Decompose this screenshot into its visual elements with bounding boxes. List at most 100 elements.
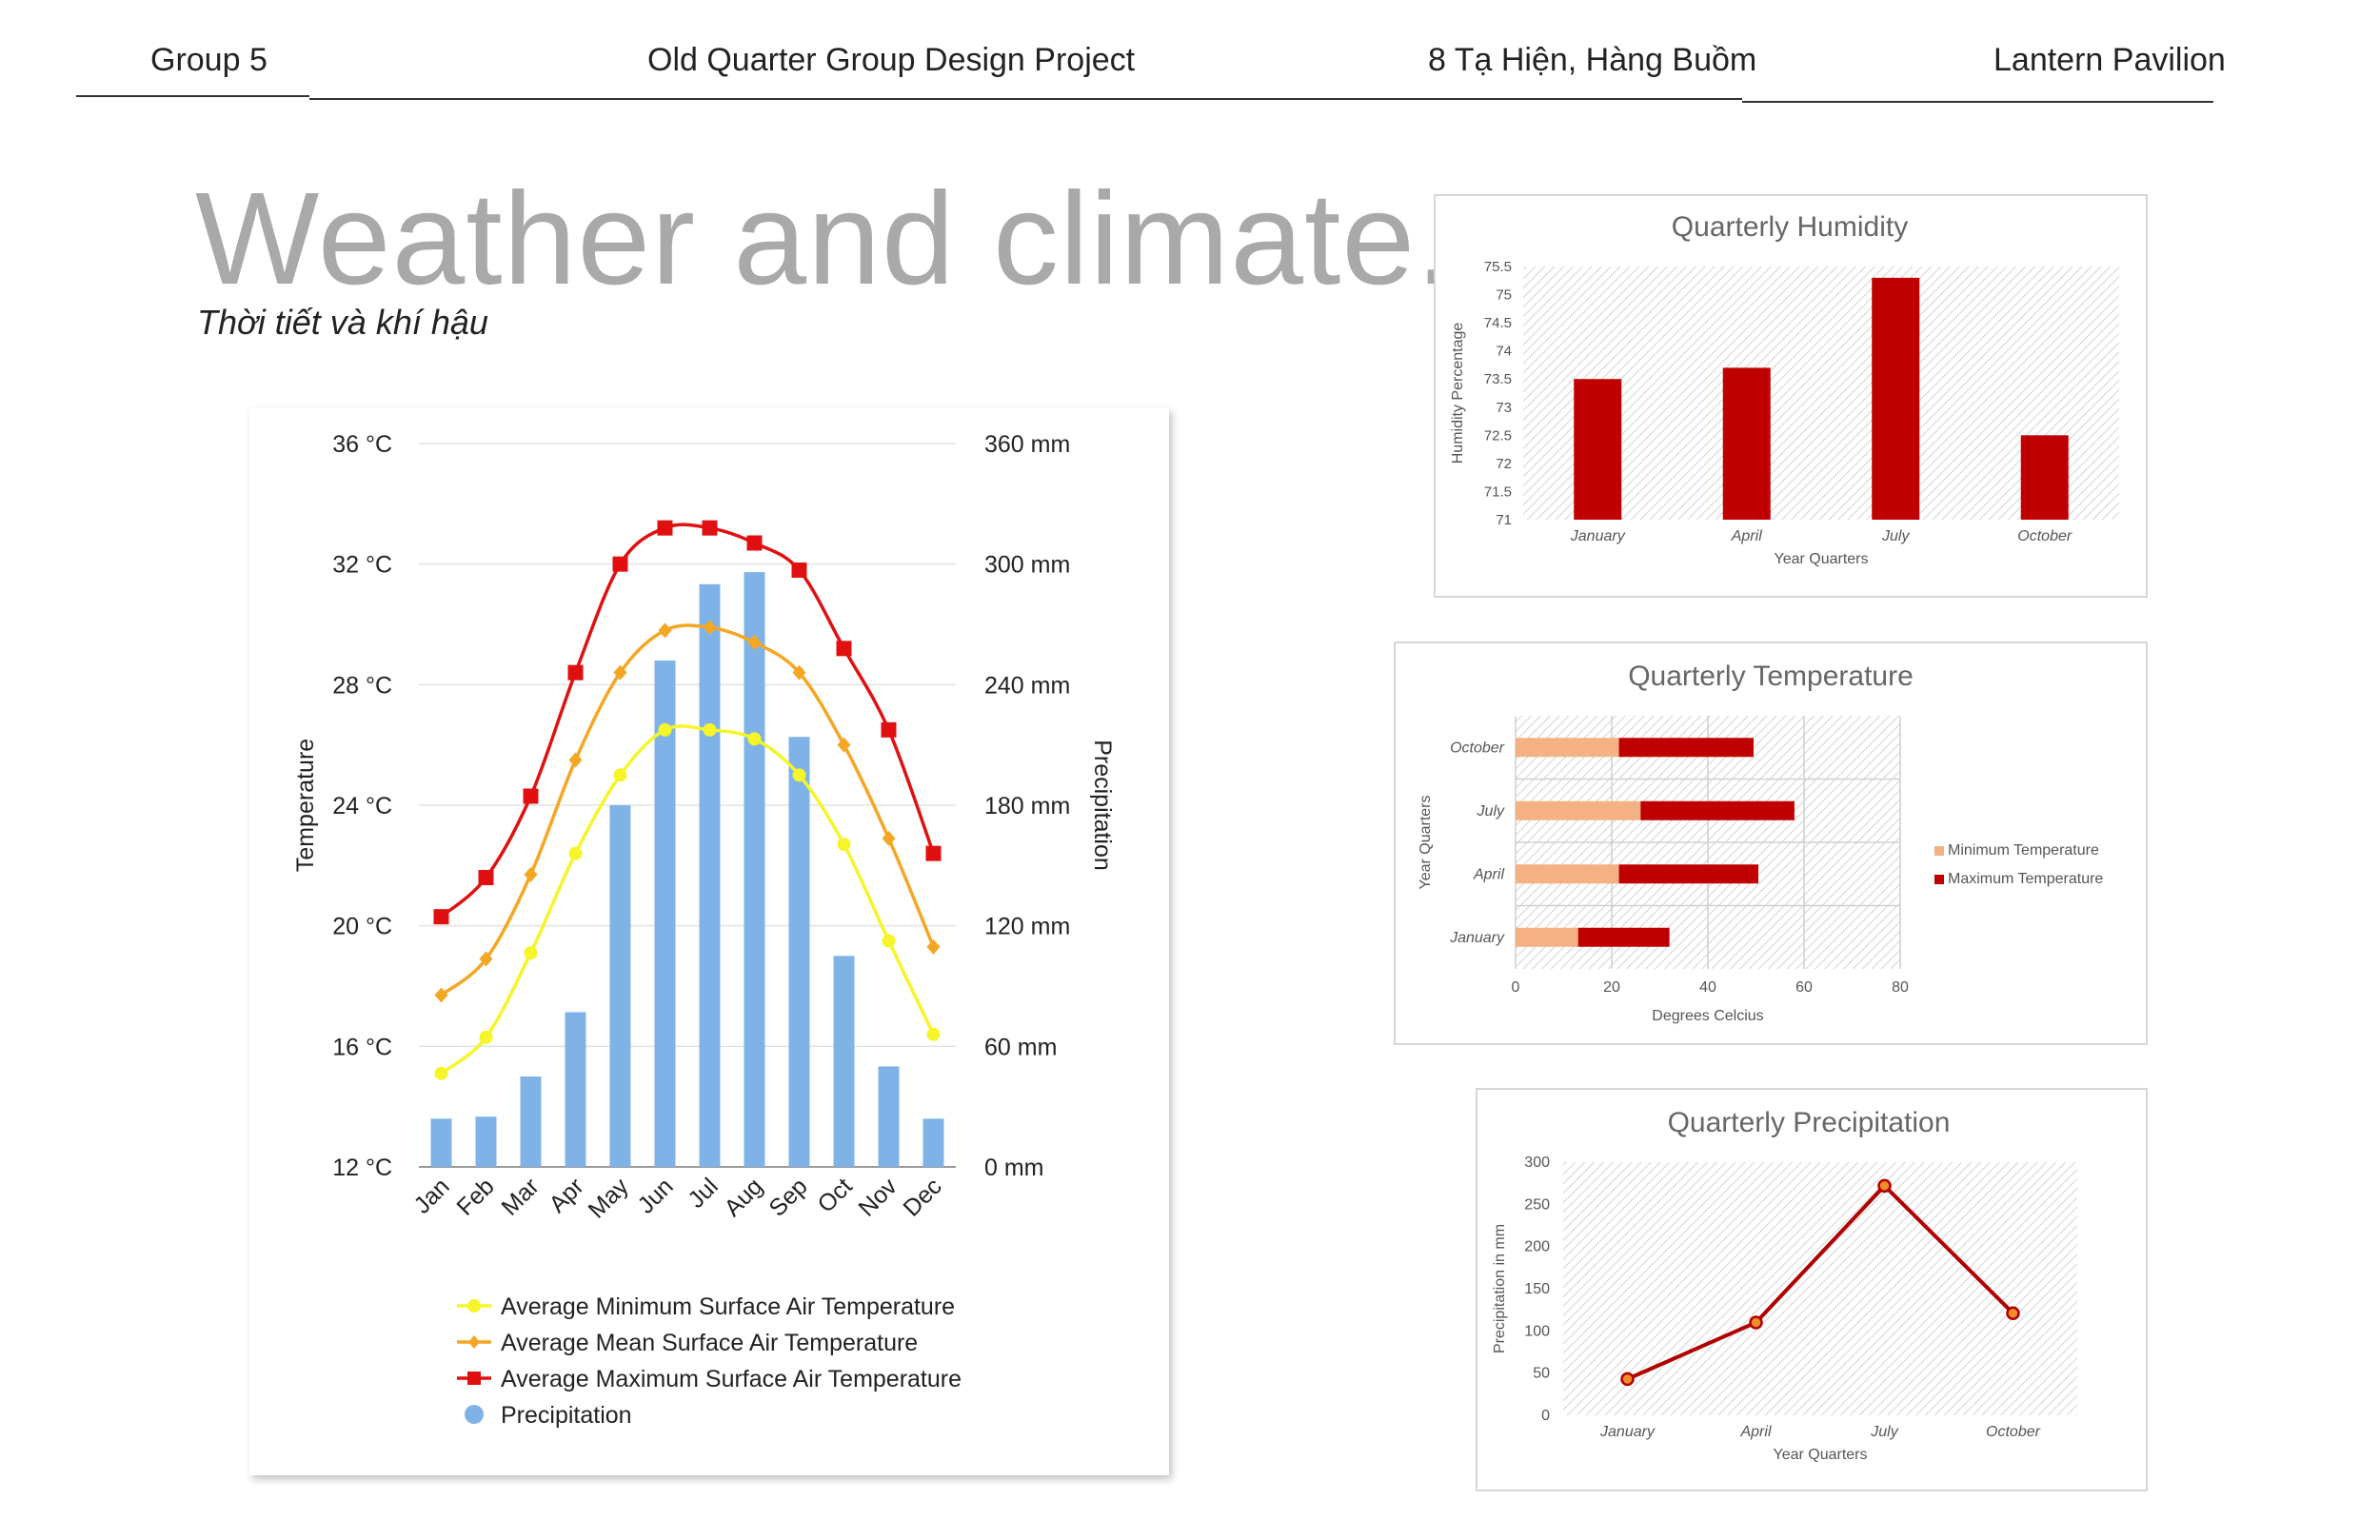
x-tick-label: 40	[1699, 979, 1716, 996]
y-tick-label: 71.5	[1484, 484, 1512, 500]
y-tick-label: 20 °C	[332, 914, 392, 940]
temperature-bar	[1516, 800, 1641, 820]
x-tick-label: January	[1570, 528, 1626, 544]
y-tick-label: 24 °C	[332, 793, 392, 819]
temperature-bar	[1516, 927, 1578, 947]
temp-marker	[837, 737, 851, 753]
x-tick-label: July	[1881, 528, 1910, 544]
temp-marker	[568, 752, 583, 768]
plot-area	[1523, 267, 2119, 520]
chart-title: Quarterly Humidity	[1672, 211, 1908, 243]
legend-marker	[467, 1372, 481, 1385]
temp-line	[440, 724, 936, 1076]
monthly-climate-chart: 12 °C 16 °C 20 °C 24 °C 28 °C 32 °C 36 °C 0 mm 6…	[292, 431, 1116, 1429]
header-rule	[76, 95, 309, 97]
temp-marker	[658, 622, 672, 639]
temp-marker	[746, 535, 763, 551]
temperature-bar	[1640, 800, 1795, 820]
y-tick-label: 72.5	[1484, 427, 1512, 444]
temp-marker	[703, 722, 717, 737]
page-subtitle: Thời tiết và khí hậu	[197, 303, 488, 342]
x-tick-label: Mar	[496, 1173, 544, 1220]
y-tick-label: 250	[1524, 1196, 1550, 1213]
temp-marker	[657, 520, 673, 536]
y-tick-label: April	[1473, 866, 1504, 882]
temp-marker	[792, 768, 806, 782]
y-tick-label: 74	[1496, 344, 1512, 360]
precip-point	[1749, 1315, 1763, 1330]
precip-bar	[475, 1116, 497, 1167]
precipitation-chart-card: Quarterly Precipitation 0 50 100 150 200 250 30…	[1476, 1088, 2148, 1491]
y-tick-label: 74.5	[1484, 315, 1512, 331]
humidity-chart-card: Quarterly Humidity 71 71.5 72 72.5 73 73.5 74 74…	[1434, 194, 2148, 598]
precip-bar	[654, 661, 676, 1167]
humidity-bar	[1872, 277, 1920, 520]
humidity-bar	[2020, 435, 2069, 520]
x-tick-label: October	[2017, 528, 2073, 544]
precip-bar	[788, 737, 810, 1167]
precip-bar	[833, 956, 855, 1167]
x-tick-label: January	[1599, 1424, 1656, 1440]
y-tick-label: 36 °C	[332, 431, 392, 458]
temperature-bar	[1618, 864, 1759, 884]
y-tick-label: 71	[1496, 512, 1512, 528]
legend-label: Average Mean Surface Air Temperature	[501, 1330, 918, 1356]
y-tick-label: 200	[1524, 1239, 1550, 1255]
temp-marker	[747, 635, 762, 650]
y-axis-label: Humidity Percentage	[1450, 323, 1466, 464]
legend-swatch	[1934, 846, 1944, 856]
temperature-bar	[1516, 738, 1619, 758]
y-tick-label: 50	[1533, 1366, 1550, 1382]
temp-marker	[658, 722, 672, 737]
x-axis-label: Year Quarters	[1774, 551, 1868, 567]
plot-area	[1563, 1162, 2077, 1415]
y2-tick-label: 360 mm	[984, 431, 1070, 458]
x-tick-label: 60	[1795, 979, 1813, 996]
temp-marker	[479, 951, 493, 967]
y-tick-label: 73	[1496, 400, 1512, 416]
precip-point	[1620, 1372, 1635, 1387]
y2-axis-label: Precipitation	[1089, 740, 1116, 871]
x-tick-label: May	[584, 1173, 635, 1224]
x-tick-label: Sep	[764, 1173, 812, 1221]
temp-marker	[567, 664, 584, 681]
y-axis-label: Year Quarters	[1418, 795, 1434, 889]
legend-swatch	[1934, 875, 1944, 884]
precip-bar	[520, 1076, 542, 1167]
temp-marker	[926, 938, 941, 955]
y-tick-label: 28 °C	[332, 672, 392, 699]
temperature-bar	[1516, 864, 1619, 884]
x-tick-label: Jul	[683, 1173, 723, 1213]
x-tick-label: July	[1870, 1424, 1898, 1440]
temp-marker	[837, 838, 851, 852]
temp-marker	[926, 1027, 941, 1041]
y-tick-label: July	[1477, 803, 1505, 819]
chart-title: Quarterly Temperature	[1628, 661, 1914, 692]
x-axis-label: Year Quarters	[1773, 1447, 1867, 1463]
temp-marker	[882, 934, 896, 948]
y-tick-label: 100	[1524, 1323, 1550, 1339]
x-tick-label: October	[1986, 1424, 2041, 1440]
temp-marker	[613, 664, 627, 681]
x-tick-label: 20	[1603, 979, 1620, 996]
y-tick-label: 300	[1524, 1155, 1550, 1171]
temp-marker	[568, 846, 583, 860]
temperature-chart: Quarterly Temperature 0 20 40 60 80 January Apr…	[1418, 661, 2103, 1024]
header-group: Group 5	[150, 42, 268, 78]
x-tick-label: 80	[1892, 979, 1909, 996]
y-tick-label: October	[1450, 740, 1505, 756]
legend-marker	[468, 1335, 480, 1349]
y-axis-label: Precipitation in mm	[1492, 1224, 1508, 1353]
x-tick-label: Aug	[719, 1173, 767, 1221]
chart-title: Quarterly Precipitation	[1668, 1107, 1951, 1138]
y2-tick-label: 60 mm	[984, 1034, 1057, 1060]
temp-marker	[836, 641, 852, 657]
x-tick-label: 0	[1512, 979, 1520, 996]
y-tick-label: 32 °C	[332, 552, 392, 579]
header-project: Old Quarter Group Design Project	[647, 42, 1136, 78]
y2-tick-label: 240 mm	[984, 672, 1070, 699]
humidity-bar	[1574, 379, 1622, 520]
header-rule	[1390, 98, 1742, 100]
legend-label: Average Minimum Surface Air Temperature	[501, 1293, 955, 1320]
y-tick-label: 75.5	[1484, 259, 1512, 275]
